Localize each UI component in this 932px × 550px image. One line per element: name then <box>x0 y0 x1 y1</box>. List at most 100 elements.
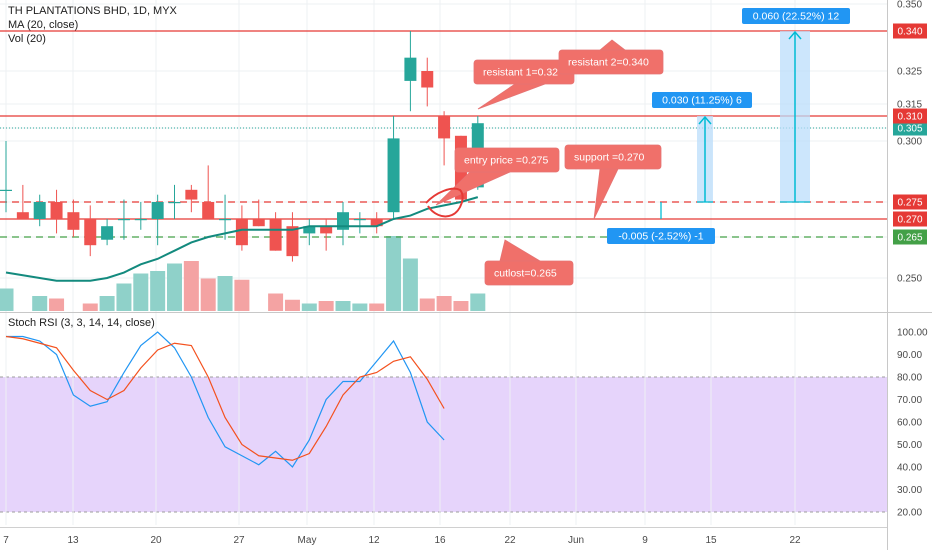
price-tag[interactable] <box>893 120 927 136</box>
stoch-tick: 40.00 <box>897 463 922 474</box>
volume-bar <box>167 263 182 311</box>
candle-body <box>370 219 383 227</box>
stoch-k-line <box>6 331 445 468</box>
candle-body <box>286 226 299 257</box>
volume-bar <box>284 299 300 311</box>
measure-label-box[interactable] <box>652 92 752 108</box>
measure-label: -0.005 (-2.52%) -1 <box>618 231 703 243</box>
time-tick: Jun <box>568 535 584 546</box>
volume-bar <box>268 293 284 311</box>
time-tick: May <box>298 535 317 546</box>
measure-label-box[interactable] <box>607 228 715 244</box>
price-tick: 0.250 <box>897 274 922 285</box>
candle-body <box>151 202 164 219</box>
measure-label-box[interactable] <box>742 8 850 24</box>
candle-body <box>202 202 215 219</box>
price-tag[interactable] <box>893 229 927 245</box>
chart-title: TH PLANTATIONS BHD, 1D, MYX <box>8 5 178 17</box>
candle-body <box>185 189 198 200</box>
candle-body <box>404 57 417 81</box>
arrow-head-icon <box>788 30 802 40</box>
price-tag-label: 0.305 <box>897 124 922 135</box>
time-tick: 15 <box>705 535 717 546</box>
stoch-tick: 50.00 <box>897 440 922 451</box>
callout-box[interactable] <box>564 144 662 170</box>
time-tick: 27 <box>233 535 245 546</box>
price-tag-label: 0.340 <box>897 27 922 38</box>
price-tick: 0.315 <box>897 100 922 111</box>
candle-body <box>235 219 248 246</box>
candle-body <box>438 116 451 139</box>
candle-body <box>252 219 265 227</box>
price-tag[interactable] <box>893 23 927 39</box>
price-tag-label: 0.310 <box>897 112 922 123</box>
candle-body <box>387 138 400 213</box>
candle-body <box>101 226 114 240</box>
callout-pointer <box>593 168 619 220</box>
candle-body <box>353 219 366 221</box>
volume-bar <box>133 273 149 311</box>
callout-box[interactable] <box>484 260 574 286</box>
volume-bar <box>453 301 469 311</box>
volume-bar <box>335 301 351 311</box>
ma20-line <box>5 196 479 282</box>
stoch-tick: 90.00 <box>897 350 922 361</box>
callout-box[interactable] <box>454 147 560 173</box>
price-tag[interactable] <box>893 108 927 124</box>
volume-bar <box>369 303 385 311</box>
candle-body <box>303 226 316 234</box>
volume-bar <box>116 283 132 311</box>
price-tag-label: 0.270 <box>897 215 922 226</box>
candle-body <box>33 202 46 219</box>
candle-body <box>67 212 80 230</box>
price-tick: 0.325 <box>897 67 922 78</box>
volume-bar <box>402 258 418 311</box>
price-tick: 0.350 <box>897 0 922 11</box>
stoch-tick: 100.00 <box>897 328 928 339</box>
measurement-boxes[interactable]: 0.030 (11.25%) 6 0.060 (22.52%) 12 -0.005 … <box>607 8 850 244</box>
volume-bar <box>352 303 368 311</box>
time-axis[interactable]: 7 13 20 27 May 12 16 22 Jun 9 15 22 <box>0 527 887 547</box>
price-tag[interactable] <box>893 211 927 227</box>
price-axis[interactable]: 0.250 0.265 0.270 0.275 0.300 0.3050.3100.315… <box>893 0 927 285</box>
candle-body <box>117 219 130 221</box>
legend-volume: Vol (20) <box>8 33 46 45</box>
time-tick: 13 <box>67 535 79 546</box>
callout-text: resistant 1=0.32 <box>483 67 558 79</box>
candle-body <box>168 202 181 204</box>
volume-bar <box>99 296 115 311</box>
moving-average <box>5 196 479 282</box>
stoch-pane[interactable]: 20.00 30.00 40.00 50.00 60.00 70.00 80.00 90.00… <box>0 316 928 525</box>
callout-pointer <box>435 171 511 206</box>
callout-box[interactable] <box>558 49 664 75</box>
time-tick: 16 <box>434 535 446 546</box>
volume-bar <box>183 261 199 311</box>
overbought-oversold-band <box>0 377 887 512</box>
stoch-tick: 20.00 <box>897 508 922 519</box>
main-pane[interactable]: 0.030 (11.25%) 6 0.060 (22.52%) 12 -0.005 … <box>0 0 927 525</box>
stoch-lines <box>5 331 445 468</box>
volume-bar <box>301 303 317 311</box>
time-tick: 7 <box>3 535 9 546</box>
volume-bar <box>470 293 486 311</box>
candle-body <box>0 189 12 191</box>
price-tag[interactable] <box>893 194 927 210</box>
candle-body <box>50 202 63 219</box>
annotations[interactable]: resistant 1=0.32 resistant 2=0.340 entry p… <box>425 39 664 286</box>
candle-body <box>320 226 333 234</box>
stoch-title: Stoch RSI (3, 3, 14, 14, close) <box>8 317 155 329</box>
time-tick: 22 <box>504 535 516 546</box>
volume-bar <box>200 278 216 311</box>
entry-circle-marker <box>425 187 464 218</box>
volume-bar <box>318 301 334 311</box>
candle-body <box>269 219 282 251</box>
volume-bar <box>436 296 452 311</box>
measure-label: 0.060 (22.52%) 12 <box>753 11 840 23</box>
callout-text: cutlost=0.265 <box>494 268 557 280</box>
stoch-axis[interactable]: 20.00 30.00 40.00 50.00 60.00 70.00 80.00 90.00… <box>897 328 928 519</box>
time-tick: 22 <box>789 535 801 546</box>
volume-bar <box>0 288 14 311</box>
volume-bar <box>419 298 435 311</box>
volume-bar <box>217 276 233 311</box>
